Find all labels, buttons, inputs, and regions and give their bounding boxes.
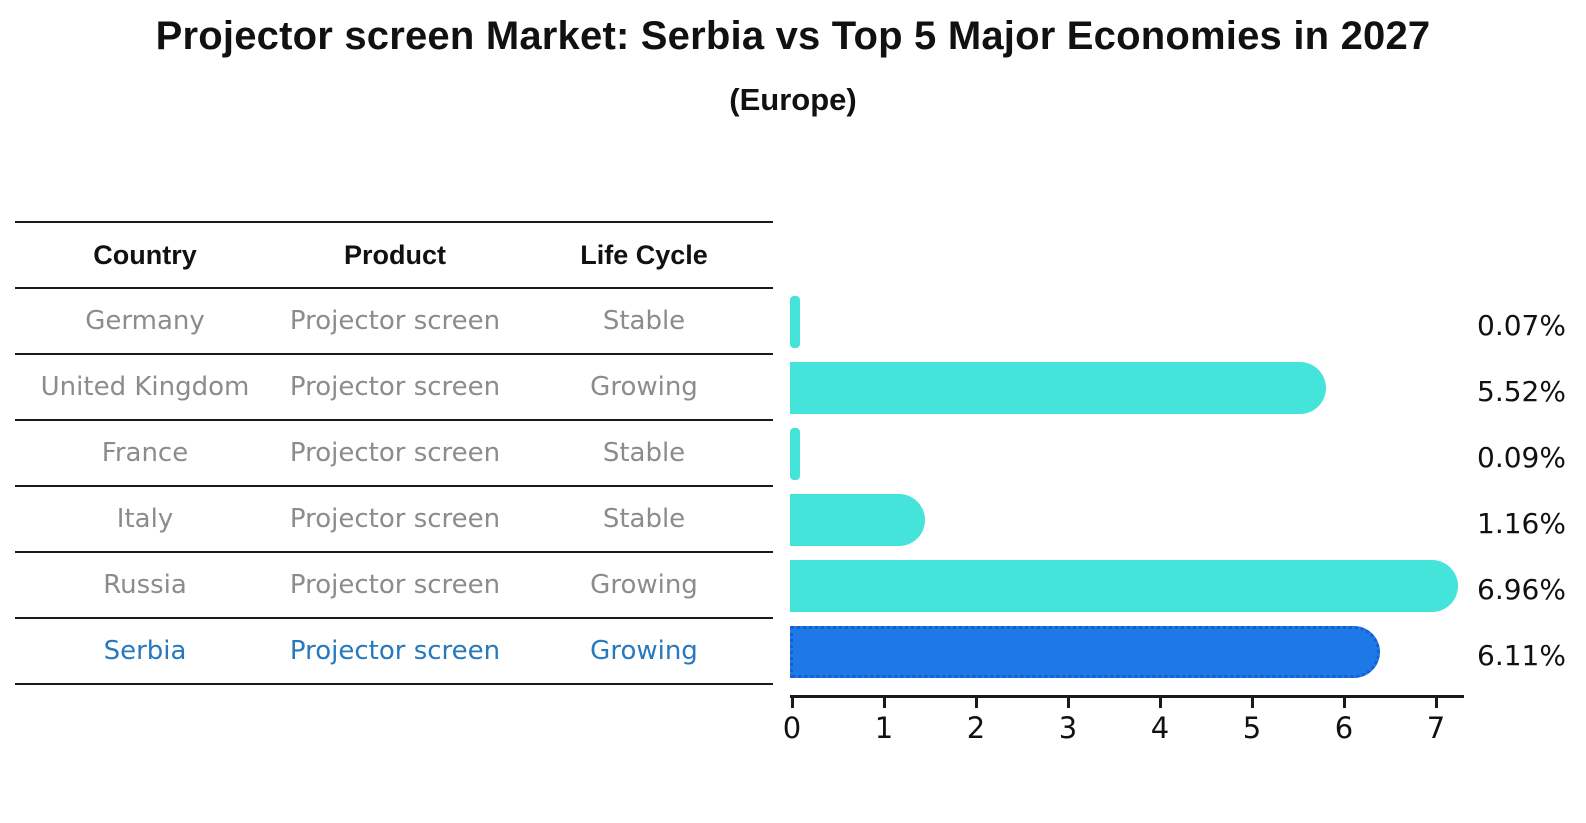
x-axis-tick	[883, 698, 886, 708]
bar-row	[790, 421, 1490, 487]
value-label: 0.09%	[1477, 440, 1566, 474]
x-axis-tick	[1435, 698, 1438, 708]
chart-title: Projector screen Market: Serbia vs Top 5…	[155, 14, 1431, 58]
cell-country: Germany	[85, 306, 205, 336]
x-axis-tick-label: 4	[1150, 711, 1170, 745]
cell-country: Russia	[103, 570, 187, 600]
bar-row	[790, 553, 1490, 619]
table-header-product: Product	[343, 239, 446, 270]
table-header-row: Country Product Life Cycle	[15, 221, 773, 289]
x-axis-tick	[1159, 698, 1162, 708]
x-axis-tick-label: 3	[1058, 711, 1078, 745]
bar	[790, 626, 1380, 678]
x-axis-tick	[1251, 698, 1254, 708]
value-label: 6.96%	[1477, 572, 1566, 606]
cell-product: Projector screen	[289, 306, 501, 336]
value-label: 0.07%	[1477, 308, 1566, 342]
x-axis-tick-label: 7	[1426, 711, 1446, 745]
cell-life-cycle: Stable	[602, 306, 686, 336]
x-axis-tick	[1343, 698, 1346, 708]
x-axis-tick-label: 0	[782, 711, 802, 745]
cell-country: Serbia	[103, 636, 187, 666]
x-axis-tick	[1067, 698, 1070, 708]
table-header-country: Country	[93, 239, 197, 270]
cell-life-cycle: Growing	[590, 372, 698, 402]
x-axis-tick-label: 1	[874, 711, 894, 745]
chart-subtitle: (Europe)	[729, 82, 857, 117]
table-row: United Kingdom Projector screen Growing	[15, 355, 773, 421]
value-label: 5.52%	[1477, 374, 1566, 408]
cell-product: Projector screen	[289, 372, 501, 402]
cell-life-cycle: Stable	[602, 438, 686, 468]
cell-country: Italy	[116, 504, 174, 534]
value-labels: 0.07% 5.52% 0.09% 1.16% 6.96% 6.11%	[1477, 289, 1582, 685]
x-axis-tick-label: 6	[1334, 711, 1354, 745]
cell-product: Projector screen	[289, 570, 501, 600]
x-axis-tick-label: 5	[1242, 711, 1262, 745]
bar	[790, 362, 1326, 414]
table-row: Serbia Projector screen Growing	[15, 619, 773, 685]
x-axis-tick	[791, 698, 794, 708]
country-table: Country Product Life Cycle Germany Proje…	[15, 221, 773, 685]
bar	[790, 494, 925, 546]
cell-country: United Kingdom	[40, 372, 250, 402]
value-label: 1.16%	[1477, 506, 1566, 540]
x-axis-tick-label: 2	[966, 711, 986, 745]
table-row: Italy Projector screen Stable	[15, 487, 773, 553]
bars	[790, 289, 1490, 685]
table-row: Germany Projector screen Stable	[15, 289, 773, 355]
cell-product: Projector screen	[289, 504, 501, 534]
bar-row	[790, 619, 1490, 685]
cell-life-cycle: Stable	[602, 504, 686, 534]
table-row: Russia Projector screen Growing	[15, 553, 773, 619]
bar	[790, 560, 1458, 612]
table-row: France Projector screen Stable	[15, 421, 773, 487]
value-label: 6.11%	[1477, 638, 1566, 672]
bar-row	[790, 487, 1490, 553]
cell-country: France	[101, 438, 189, 468]
table-body: Germany Projector screen Stable United K…	[15, 289, 773, 685]
table-header-life-cycle: Life Cycle	[580, 239, 708, 270]
x-axis-line	[790, 695, 1464, 698]
bar-row	[790, 355, 1490, 421]
bar	[790, 296, 800, 348]
cell-product: Projector screen	[289, 636, 501, 666]
x-axis-tick	[975, 698, 978, 708]
cell-life-cycle: Growing	[590, 636, 698, 666]
cell-product: Projector screen	[289, 438, 501, 468]
cell-life-cycle: Growing	[590, 570, 698, 600]
bar-row	[790, 289, 1490, 355]
bar	[790, 428, 800, 480]
